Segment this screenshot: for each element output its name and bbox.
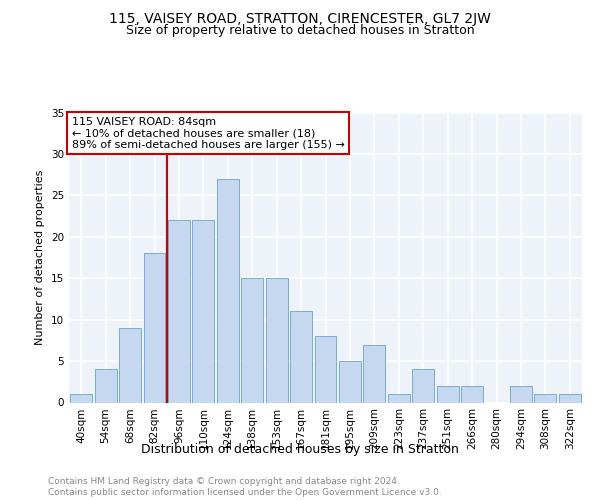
Text: 115 VAISEY ROAD: 84sqm
← 10% of detached houses are smaller (18)
89% of semi-det: 115 VAISEY ROAD: 84sqm ← 10% of detached… [71,117,344,150]
Bar [559,394,581,402]
Bar [217,179,239,402]
Bar [437,386,458,402]
Text: Distribution of detached houses by size in Stratton: Distribution of detached houses by size … [141,442,459,456]
Bar [168,220,190,402]
Bar [70,394,92,402]
Bar [266,278,287,402]
Text: Contains HM Land Registry data © Crown copyright and database right 2024.
Contai: Contains HM Land Registry data © Crown c… [48,478,442,497]
Bar [290,312,312,402]
Bar [461,386,483,402]
Bar [412,370,434,402]
Text: 115, VAISEY ROAD, STRATTON, CIRENCESTER, GL7 2JW: 115, VAISEY ROAD, STRATTON, CIRENCESTER,… [109,12,491,26]
Text: Size of property relative to detached houses in Stratton: Size of property relative to detached ho… [125,24,475,37]
Y-axis label: Number of detached properties: Number of detached properties [35,170,46,345]
Bar [143,254,166,402]
Bar [510,386,532,402]
Bar [535,394,556,402]
Bar [241,278,263,402]
Bar [193,220,214,402]
Bar [388,394,410,402]
Bar [95,370,116,402]
Bar [364,344,385,403]
Bar [119,328,141,402]
Bar [339,361,361,403]
Bar [314,336,337,402]
